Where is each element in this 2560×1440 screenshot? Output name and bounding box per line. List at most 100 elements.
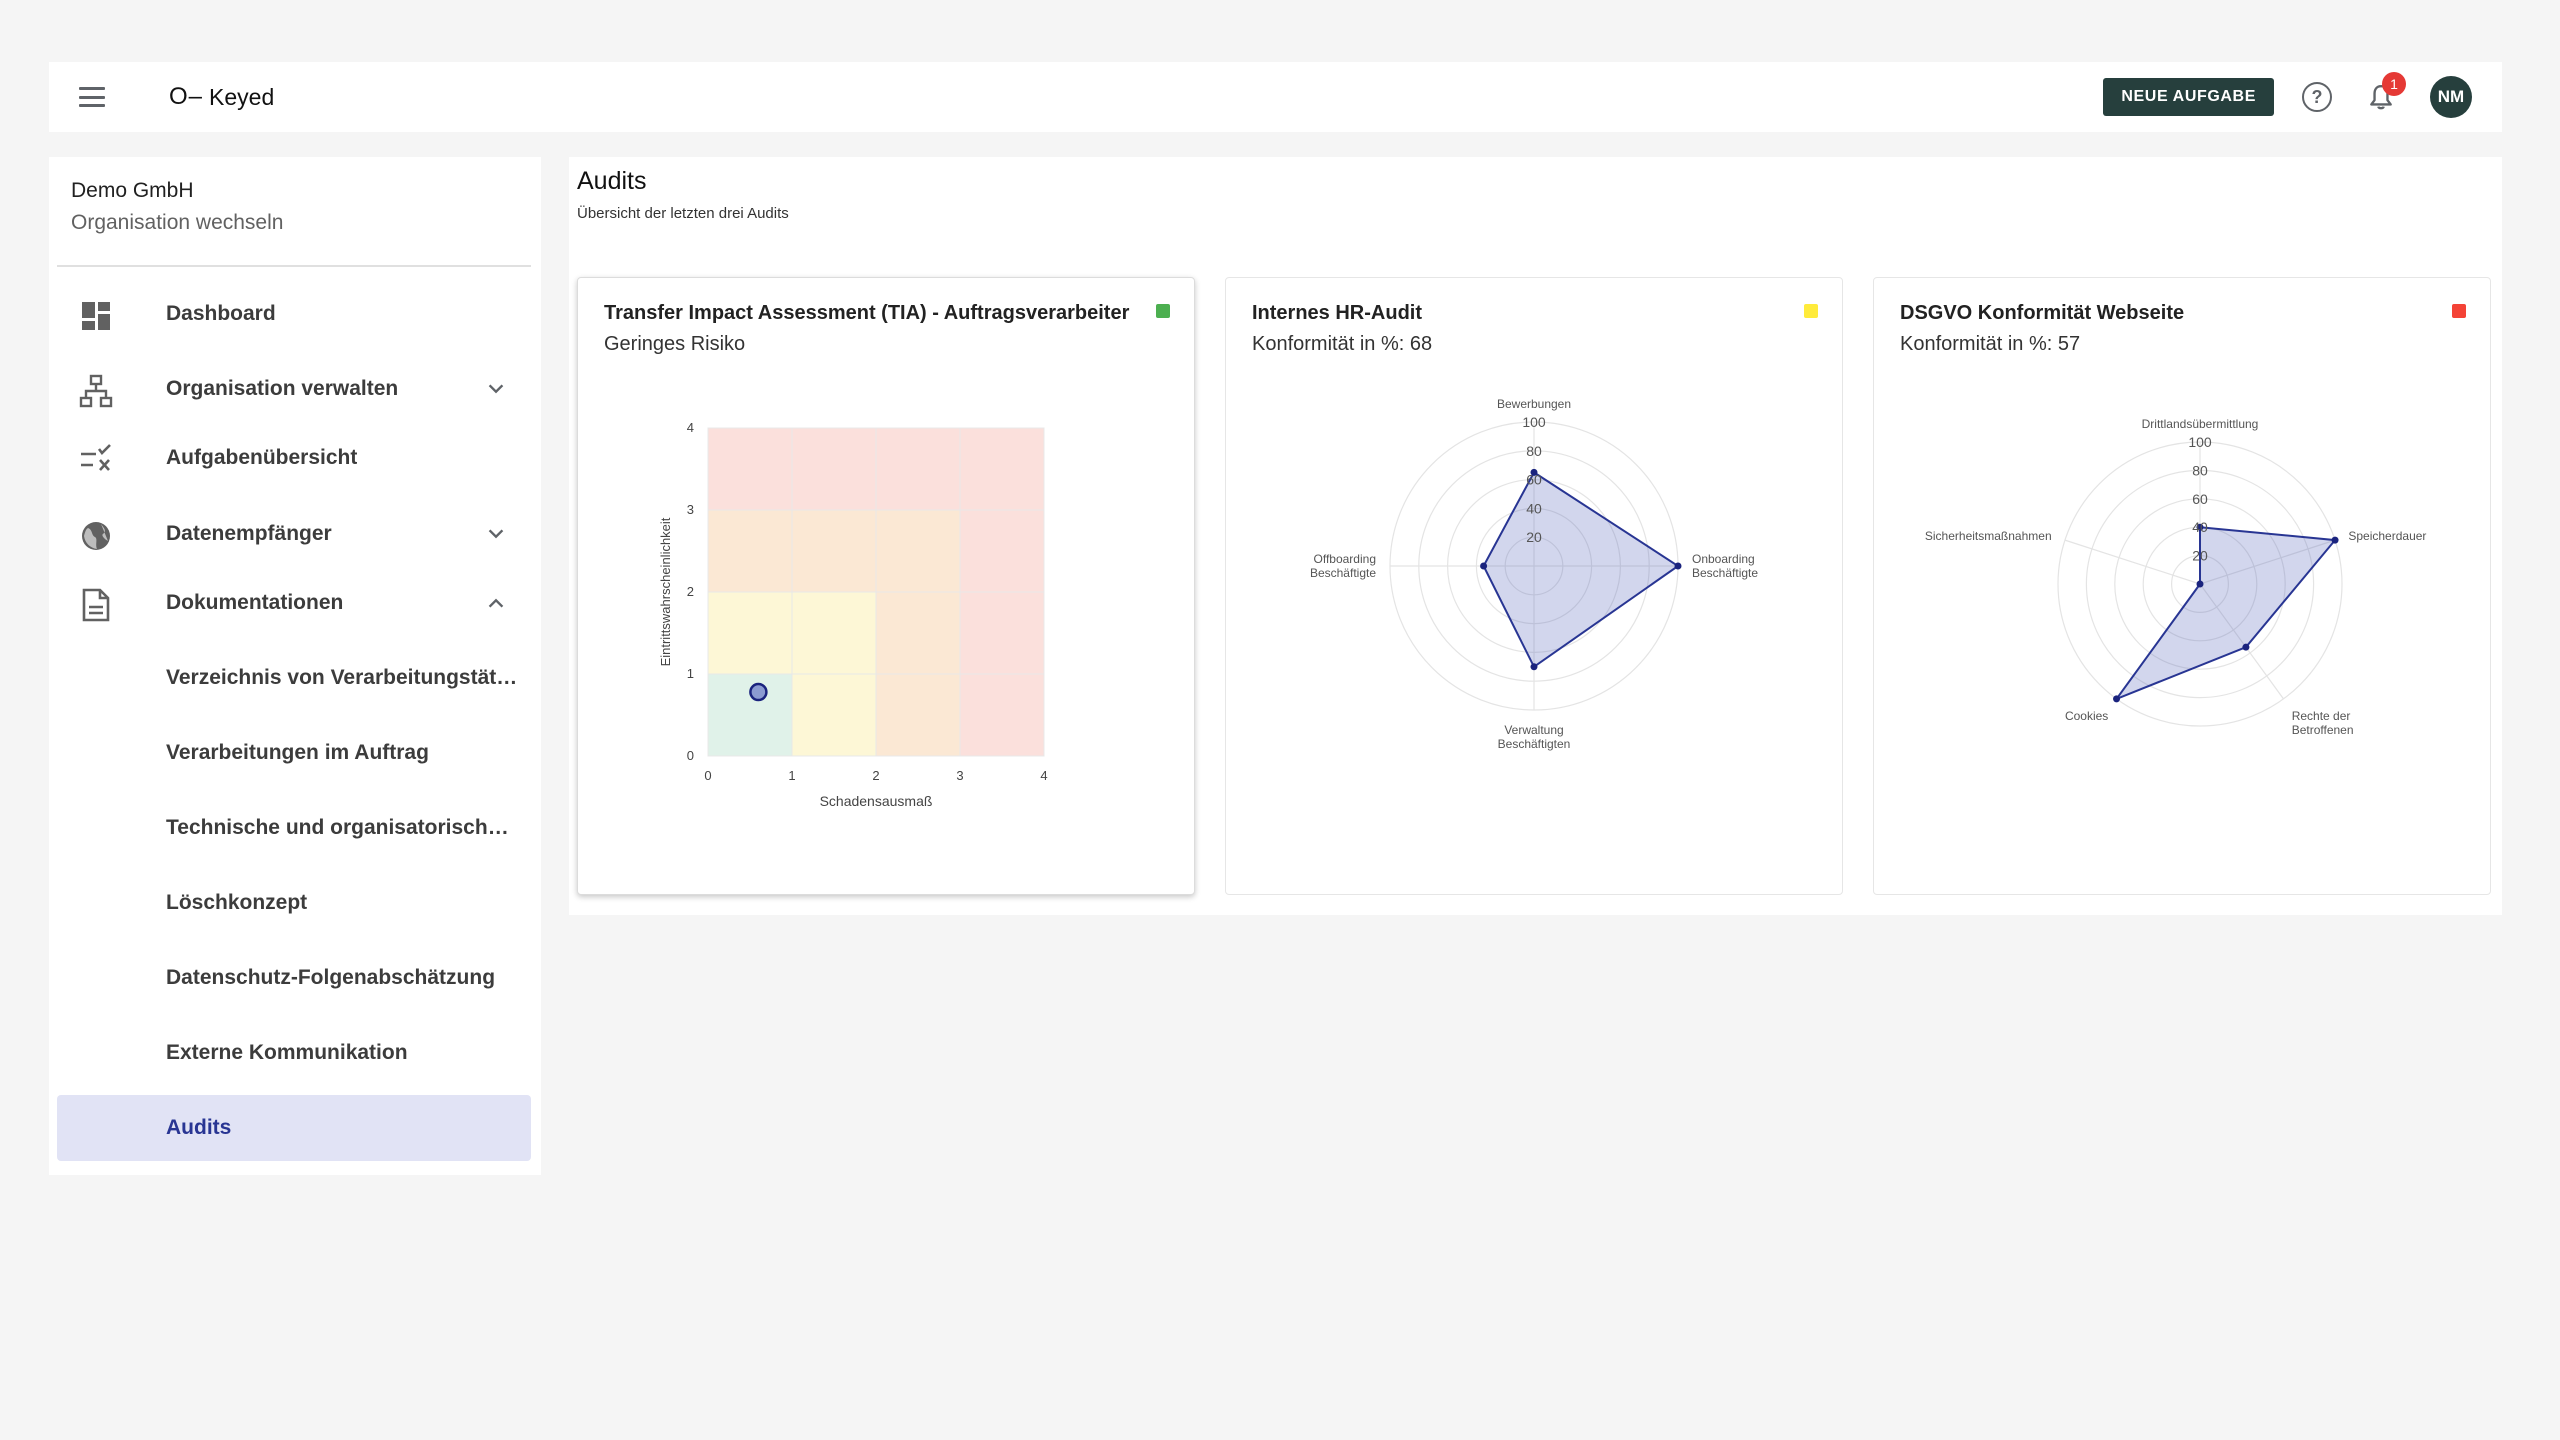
avatar[interactable]: NM (2430, 76, 2472, 118)
notifications-button[interactable]: 1 (2366, 72, 2406, 114)
y-tick-label: 1 (687, 666, 694, 681)
sidebar-item-documentation[interactable]: Dokumentationen (57, 570, 531, 636)
sidebar-subitem-avv[interactable]: Verarbeitungen im Auftrag (57, 720, 531, 786)
sidebar-item-label: Externe Kommunikation (166, 1041, 408, 1064)
matrix-cell (791, 591, 877, 675)
radial-tick-label: 60 (2192, 491, 2208, 507)
series-area (2113, 526, 2338, 702)
help-icon[interactable]: ? (2302, 82, 2332, 112)
data-point (2196, 523, 2204, 531)
data-point (1480, 562, 1488, 570)
matrix-cell (875, 509, 961, 593)
data-point (2242, 643, 2250, 651)
x-axis-label: Schadensausmaß (820, 793, 933, 809)
matrix-cell (707, 427, 793, 511)
sidebar-subitem-tom[interactable]: Technische und organisatorische Maßnahme… (57, 795, 531, 861)
axis-label: Cookies (2065, 709, 2108, 723)
sidebar-subitem-vvt[interactable]: Verzeichnis von Verarbeitungstätigkeiten (57, 645, 531, 711)
sidebar-item-label: Verarbeitungen im Auftrag (166, 741, 429, 764)
chevron-up-icon[interactable] (485, 592, 507, 614)
sidebar-item-label: Audits (166, 1116, 232, 1139)
sidebar-item-label: Datenempfänger (166, 522, 332, 545)
radial-tick-label: 40 (1526, 500, 1542, 516)
sidebar-item-label: Löschkonzept (166, 891, 308, 914)
radial-tick-label: 60 (1526, 472, 1542, 488)
y-tick-label: 4 (687, 420, 694, 435)
app-logo[interactable]: O– Keyed (169, 80, 274, 114)
x-tick-label: 3 (956, 768, 963, 783)
radar-chart-hr: 20406080100BewerbungenOnboardingBeschäft… (1310, 397, 1758, 751)
x-tick-label: 0 (704, 768, 711, 783)
card-title: Internes HR-Audit (1252, 302, 1422, 324)
radial-tick-label: 20 (1526, 529, 1542, 545)
chevron-down-icon[interactable] (485, 378, 507, 400)
sidebar-item-tasks[interactable]: Aufgabenübersicht (57, 425, 531, 491)
sidebar-item-label: Organisation verwalten (166, 377, 399, 400)
sidebar-subitem-loeschkonzept[interactable]: Löschkonzept (57, 870, 531, 936)
axis-label: Offboarding (1314, 552, 1377, 566)
axis-label: Sicherheitsmaßnahmen (1925, 529, 2052, 543)
card-subtitle: Konformität in %: 68 (1252, 333, 1433, 355)
data-point (749, 682, 768, 702)
y-tick-label: 2 (687, 584, 694, 599)
status-indicator (1156, 304, 1170, 318)
matrix-cell (959, 591, 1045, 675)
task-list-icon (79, 443, 113, 477)
document-icon (79, 588, 113, 622)
sidebar-subitem-extern[interactable]: Externe Kommunikation (57, 1020, 531, 1086)
org-switcher[interactable]: Demo GmbH Organisation wechseln (71, 179, 283, 235)
audit-card-hr[interactable]: Internes HR-Audit Konformität in %: 68 2… (1225, 277, 1843, 895)
matrix-cell (707, 591, 793, 675)
matrix-cell (707, 673, 793, 757)
sidebar-item-dashboard[interactable]: Dashboard (57, 281, 531, 347)
sidebar-item-label: Datenschutz-Folgenabschätzung (166, 966, 496, 989)
dashboard-icon (79, 299, 113, 333)
org-switch-link[interactable]: Organisation wechseln (71, 211, 284, 234)
sidebar-item-label: Aufgabenübersicht (166, 446, 358, 469)
sidebar-item-label: Dashboard (166, 302, 276, 325)
logo-text: Keyed (209, 83, 275, 110)
risk-matrix-chart: 0 1 2 3 4 0 1 2 3 4 Schadensausmaß Eintrittswahrsch… (658, 420, 1048, 809)
sidebar: Demo GmbH Organisation wechseln Dashboar… (49, 157, 541, 1175)
card-title: Transfer Impact Assessment (TIA) - Auftr… (604, 302, 1130, 324)
audit-card-tia[interactable]: Transfer Impact Assessment (TIA) - Auftr… (577, 277, 1195, 895)
axis-label: Drittlandsübermittlung (2142, 417, 2259, 431)
audit-card-dsgvo[interactable]: DSGVO Konformität Webseite Konformität i… (1873, 277, 2491, 895)
axis-label: Beschäftigte (1692, 566, 1758, 580)
axis-label: Verwaltung (1504, 723, 1563, 737)
top-actions: NEUE AUFGABE ? 1 NM (2103, 72, 2472, 120)
org-chart-icon (79, 374, 113, 408)
data-point (2331, 536, 2339, 544)
matrix-cell (959, 509, 1045, 593)
matrix-cell (875, 673, 961, 757)
axis-label: Betroffenen (2292, 723, 2354, 737)
new-task-button[interactable]: NEUE AUFGABE (2103, 78, 2274, 116)
radial-tick-label: 80 (2192, 462, 2208, 478)
grid-spoke (2064, 539, 2201, 585)
menu-icon[interactable] (77, 84, 107, 110)
sidebar-item-organisation[interactable]: Organisation verwalten (57, 356, 531, 422)
sidebar-item-label: Verzeichnis von Verarbeitungstätigkeiten (166, 666, 518, 689)
matrix-cell (707, 509, 793, 593)
data-point (1530, 468, 1538, 476)
sidebar-item-label: Dokumentationen (166, 591, 344, 614)
page-title: Audits (577, 167, 647, 195)
status-indicator (1804, 304, 1818, 318)
top-app-bar: O– Keyed NEUE AUFGABE ? 1 NM (49, 62, 2502, 132)
data-point (1674, 562, 1682, 570)
sidebar-subitem-dsfa[interactable]: Datenschutz-Folgenabschätzung (57, 945, 531, 1011)
axis-label: Bewerbungen (1497, 397, 1571, 411)
sidebar-item-recipients[interactable]: Datenempfänger (57, 501, 531, 567)
radial-tick-label: 100 (1522, 414, 1546, 430)
grid-spoke (2199, 539, 2336, 585)
axis-label: Beschäftigten (1498, 737, 1571, 751)
logo-mark: O– (169, 83, 204, 110)
radial-tick-label: 100 (2188, 434, 2212, 450)
matrix-cell (875, 591, 961, 675)
chevron-down-icon[interactable] (485, 523, 507, 545)
card-subtitle: Geringes Risiko (604, 333, 746, 355)
matrix-cell (791, 509, 877, 593)
sidebar-subitem-audits[interactable]: Audits (57, 1095, 531, 1161)
y-axis-label: Eintrittswahrscheinlichkeit (658, 517, 673, 666)
matrix-cell (875, 427, 961, 511)
